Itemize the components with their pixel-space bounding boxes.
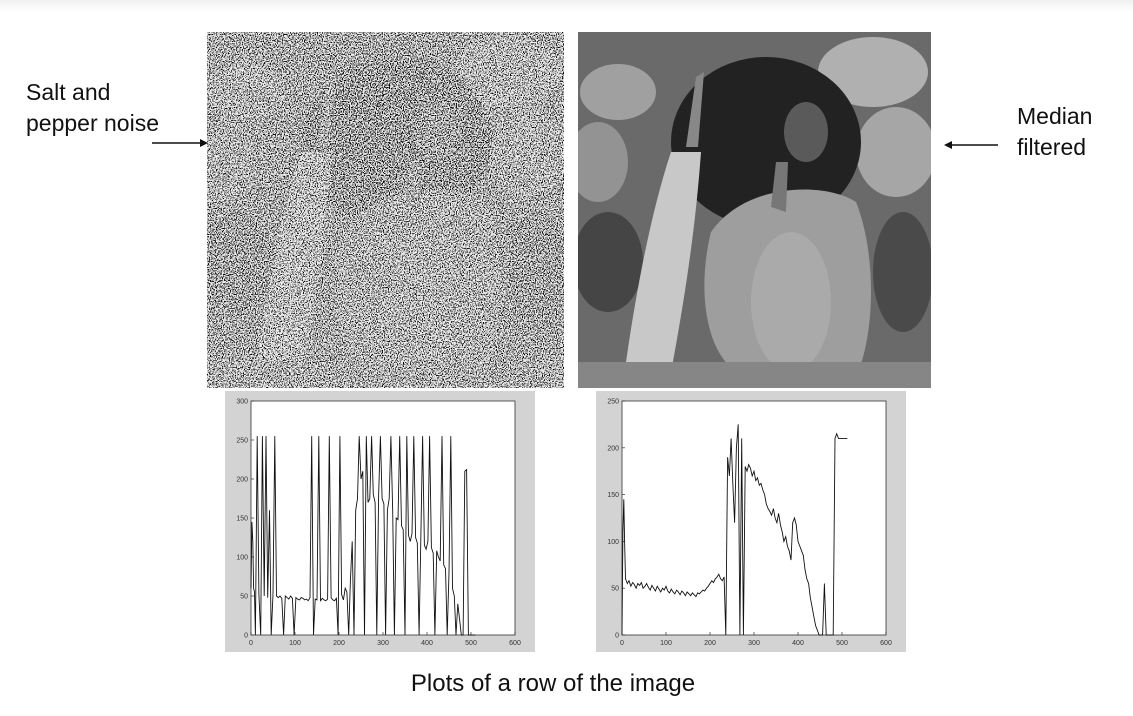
series-line <box>250 436 476 636</box>
y-tick-label: 100 <box>236 555 248 562</box>
plot-area <box>621 400 887 636</box>
x-tick-label: 100 <box>660 640 672 647</box>
y-tick-label: 250 <box>607 399 619 406</box>
y-tick-label: 0 <box>615 633 619 640</box>
x-tick-label: 0 <box>249 640 253 647</box>
y-tick-label: 100 <box>607 539 619 546</box>
y-tick-label: 50 <box>611 586 619 593</box>
x-tick-label: 500 <box>836 640 848 647</box>
x-tick-label: 400 <box>421 640 433 647</box>
noisy-row-plot-frame: 0 100 200 300 400 500 600 0 50 100 150 200 250 300 <box>225 391 535 652</box>
filtered-row-plot-frame: 0 100 200 300 400 500 600 0 50 100 150 200 250 <box>596 391 906 652</box>
noisy-peppers-image <box>207 32 564 388</box>
y-tick-label: 300 <box>236 399 248 406</box>
salt-pepper-label: Salt and pepper noise <box>26 79 159 136</box>
x-tick-label: 200 <box>704 640 716 647</box>
filtered-peppers-image <box>578 32 931 388</box>
x-tick-label: 400 <box>792 640 804 647</box>
left-arrow <box>152 139 208 147</box>
x-tick-label: 600 <box>509 640 521 647</box>
x-tick-label: 300 <box>748 640 760 647</box>
y-tick-label: 0 <box>244 633 248 640</box>
x-tick-label: 300 <box>377 640 389 647</box>
series-line <box>621 424 848 636</box>
y-tick-label: 200 <box>607 445 619 452</box>
x-tick-label: 200 <box>333 640 345 647</box>
plot-area <box>250 400 516 636</box>
x-tick-label: 0 <box>620 640 624 647</box>
filtered-row-plot: 0 100 200 300 400 500 600 0 50 100 150 200 250 <box>607 399 892 648</box>
noisy-peppers-photo <box>207 32 564 388</box>
median-filtered-label: Median filtered <box>1017 103 1093 160</box>
y-tick-label: 150 <box>607 492 619 499</box>
noisy-row-plot: 0 100 200 300 400 500 600 0 50 100 150 200 250 300 <box>236 399 521 648</box>
top-shadow <box>0 0 1133 12</box>
y-tick-label: 200 <box>236 477 248 484</box>
median-filtered-peppers-photo <box>578 32 931 388</box>
y-tick-label: 150 <box>236 516 248 523</box>
x-tick-label: 500 <box>465 640 477 647</box>
x-tick-label: 100 <box>289 640 301 647</box>
figure-caption: Plots of a row of the image <box>410 670 696 697</box>
right-arrow <box>944 141 998 149</box>
y-tick-label: 250 <box>236 438 248 445</box>
y-tick-label: 50 <box>240 594 248 601</box>
x-tick-label: 600 <box>880 640 892 647</box>
